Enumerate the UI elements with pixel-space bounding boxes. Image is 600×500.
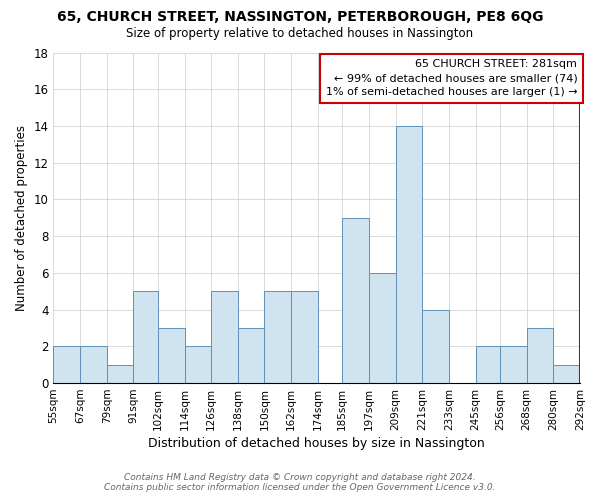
Bar: [291, 291, 318, 383]
Bar: [580, 346, 600, 383]
Text: 65, CHURCH STREET, NASSINGTON, PETERBOROUGH, PE8 6QG: 65, CHURCH STREET, NASSINGTON, PETERBORO…: [57, 10, 543, 24]
X-axis label: Distribution of detached houses by size in Nassington: Distribution of detached houses by size …: [148, 437, 485, 450]
Bar: [80, 346, 107, 383]
Bar: [553, 364, 580, 383]
Bar: [133, 291, 158, 383]
Text: Size of property relative to detached houses in Nassington: Size of property relative to detached ho…: [127, 28, 473, 40]
Bar: [211, 291, 238, 383]
Text: 65 CHURCH STREET: 281sqm
← 99% of detached houses are smaller (74)
1% of semi-de: 65 CHURCH STREET: 281sqm ← 99% of detach…: [326, 59, 577, 97]
Bar: [395, 126, 422, 383]
Bar: [500, 346, 527, 383]
Bar: [527, 328, 553, 383]
Bar: [107, 364, 133, 383]
Text: Contains HM Land Registry data © Crown copyright and database right 2024.
Contai: Contains HM Land Registry data © Crown c…: [104, 473, 496, 492]
Bar: [342, 218, 369, 383]
Bar: [476, 346, 500, 383]
Bar: [53, 346, 80, 383]
Bar: [185, 346, 211, 383]
Y-axis label: Number of detached properties: Number of detached properties: [15, 125, 28, 311]
Bar: [238, 328, 265, 383]
Bar: [265, 291, 291, 383]
Bar: [158, 328, 185, 383]
Bar: [422, 310, 449, 383]
Bar: [369, 273, 395, 383]
